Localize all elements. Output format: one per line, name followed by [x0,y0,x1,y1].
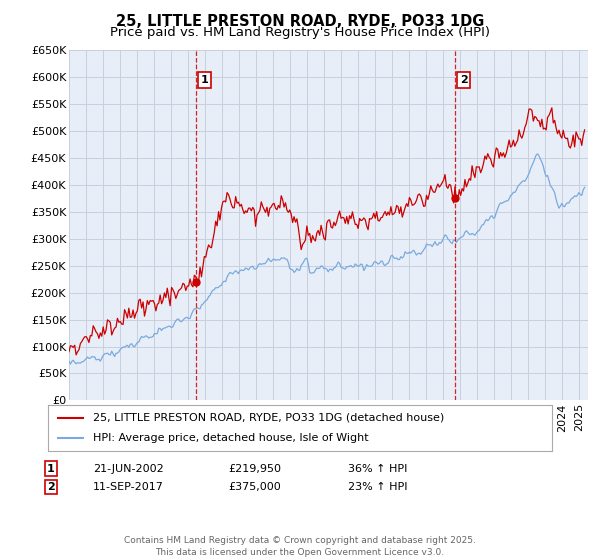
25, LITTLE PRESTON ROAD, RYDE, PO33 1DG (detached house) [116,318,124,325]
Text: HPI: Average price, detached house, Isle of Wight: HPI: Average price, detached house, Isle… [94,433,369,443]
Text: 21-JUN-2002: 21-JUN-2002 [93,464,164,474]
25, LITTLE PRESTON ROAD, RYDE, PO33 1DG (detached house) [581,127,588,133]
Text: 2: 2 [460,75,467,85]
HPI: Average price, detached house, Isle of Wight: (2e+03, 7.24e+04): Average price, detached house, Isle of W… [65,358,73,365]
HPI: Average price, detached house, Isle of Wight: (2.02e+03, 4.58e+05): Average price, detached house, Isle of W… [534,151,541,157]
Text: 25, LITTLE PRESTON ROAD, RYDE, PO33 1DG: 25, LITTLE PRESTON ROAD, RYDE, PO33 1DG [116,14,484,29]
Text: 25, LITTLE PRESTON ROAD, RYDE, PO33 1DG (detached house): 25, LITTLE PRESTON ROAD, RYDE, PO33 1DG … [94,413,445,423]
Text: 36% ↑ HPI: 36% ↑ HPI [348,464,407,474]
Line: 25, LITTLE PRESTON ROAD, RYDE, PO33 1DG (detached house): 25, LITTLE PRESTON ROAD, RYDE, PO33 1DG … [69,108,584,355]
HPI: Average price, detached house, Isle of Wight: (2e+03, 7.6e+04): Average price, detached house, Isle of W… [94,356,101,363]
HPI: Average price, detached house, Isle of Wight: (2e+03, 9.48e+04): Average price, detached house, Isle of W… [116,346,124,353]
25, LITTLE PRESTON ROAD, RYDE, PO33 1DG (detached house) [548,105,556,111]
25, LITTLE PRESTON ROAD, RYDE, PO33 1DG (detached house) [182,287,190,294]
HPI: Average price, detached house, Isle of Wight: (2.01e+03, 2.56e+05): Average price, detached house, Isle of W… [285,259,292,266]
Text: Price paid vs. HM Land Registry's House Price Index (HPI): Price paid vs. HM Land Registry's House … [110,26,490,39]
Line: HPI: Average price, detached house, Isle of Wight: HPI: Average price, detached house, Isle… [69,154,584,364]
25, LITTLE PRESTON ROAD, RYDE, PO33 1DG (detached house) [458,185,466,192]
Text: £219,950: £219,950 [228,464,281,474]
25, LITTLE PRESTON ROAD, RYDE, PO33 1DG (detached house) [94,330,101,337]
Text: 11-SEP-2017: 11-SEP-2017 [93,482,164,492]
Text: £375,000: £375,000 [228,482,281,492]
Text: 1: 1 [200,75,208,85]
Text: 1: 1 [47,464,55,474]
25, LITTLE PRESTON ROAD, RYDE, PO33 1DG (detached house) [73,352,80,358]
HPI: Average price, detached house, Isle of Wight: (2e+03, 1.54e+05): Average price, detached house, Isle of W… [182,314,190,321]
25, LITTLE PRESTON ROAD, RYDE, PO33 1DG (detached house) [285,209,292,216]
Text: Contains HM Land Registry data © Crown copyright and database right 2025.
This d: Contains HM Land Registry data © Crown c… [124,536,476,557]
HPI: Average price, detached house, Isle of Wight: (2.02e+03, 3.04e+05): Average price, detached house, Isle of W… [458,234,466,240]
25, LITTLE PRESTON ROAD, RYDE, PO33 1DG (detached house) [192,273,199,280]
Text: 2: 2 [47,482,55,492]
25, LITTLE PRESTON ROAD, RYDE, PO33 1DG (detached house) [65,348,73,355]
HPI: Average price, detached house, Isle of Wight: (2e+03, 1.7e+05): Average price, detached house, Isle of W… [192,305,199,312]
HPI: Average price, detached house, Isle of Wight: (2.03e+03, 3.96e+05): Average price, detached house, Isle of W… [581,184,588,190]
HPI: Average price, detached house, Isle of Wight: (2e+03, 6.75e+04): Average price, detached house, Isle of W… [67,361,74,367]
Text: 23% ↑ HPI: 23% ↑ HPI [348,482,407,492]
